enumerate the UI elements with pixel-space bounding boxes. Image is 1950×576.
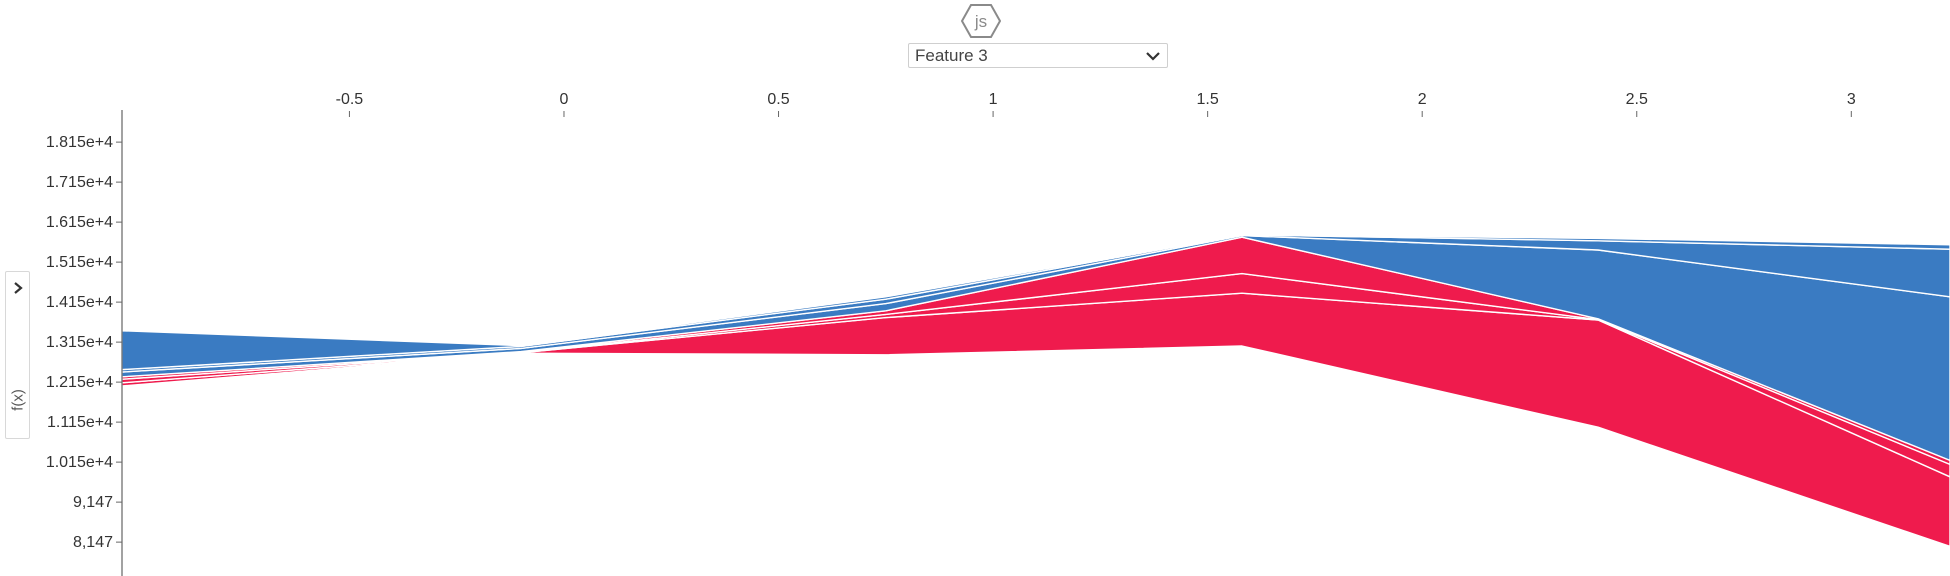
js-logo-text: js [974, 12, 987, 31]
y-tick-label: 1.215e+4 [46, 374, 113, 391]
x-tick-label: -0.5 [336, 91, 364, 108]
x-tick-label: 3 [1847, 91, 1856, 108]
negative-effect-band [121, 233, 1950, 371]
y-tick-label: 1.815e+4 [46, 134, 113, 151]
x-tick-label: 2 [1418, 91, 1427, 108]
y-tick-label: 9,147 [73, 494, 113, 511]
x-tick-label: 0 [560, 91, 569, 108]
y-tick-label: 1.015e+4 [46, 454, 113, 471]
y-tick-label: 1.315e+4 [46, 334, 113, 351]
chevron-down-icon [1146, 52, 1160, 61]
sidebar-toggle[interactable]: f(x) [5, 271, 30, 439]
y-tick-label: 1.515e+4 [46, 254, 113, 271]
y-tick-label: 1.115e+4 [47, 414, 113, 431]
x-tick-label: 1 [989, 91, 998, 108]
js-hexagon-icon: js [961, 4, 1001, 38]
x-tick-label: 0.5 [767, 91, 789, 108]
y-tick-label: 1.415e+4 [46, 294, 113, 311]
feature-select-value: Feature 3 [915, 46, 988, 65]
chevron-right-icon [14, 282, 23, 294]
x-tick-label: 2.5 [1626, 91, 1648, 108]
y-tick-label: 1.615e+4 [46, 214, 113, 231]
y-tick-label: 1.715e+4 [46, 174, 113, 191]
y-tick-label: 8,147 [73, 534, 113, 551]
x-tick-label: 1.5 [1197, 91, 1219, 108]
feature-select[interactable]: Feature 3 [908, 43, 1168, 68]
